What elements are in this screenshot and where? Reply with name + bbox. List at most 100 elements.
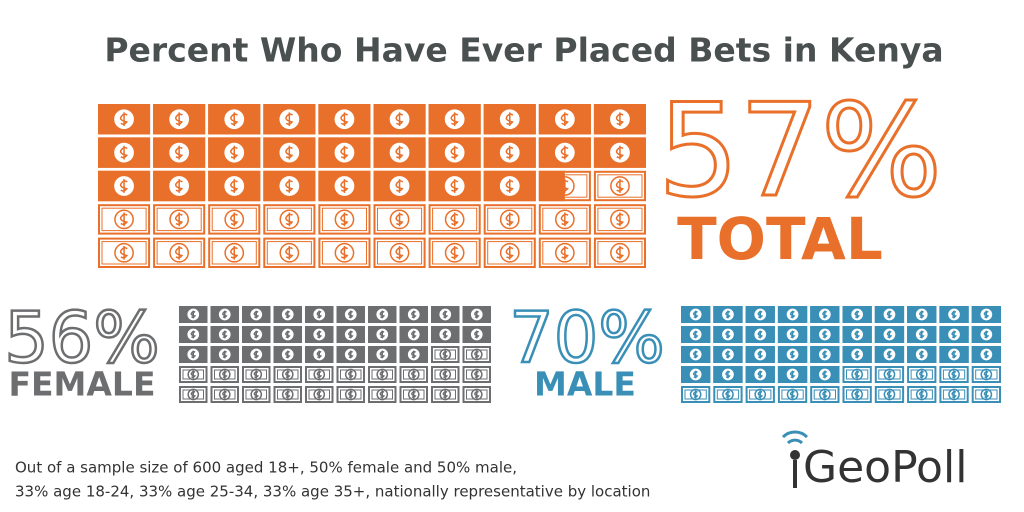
coin	[169, 242, 190, 263]
dollar	[190, 330, 197, 339]
bill-icon	[368, 346, 397, 363]
dollar	[285, 330, 291, 339]
coin	[389, 209, 410, 230]
bill-icon	[842, 326, 872, 343]
dollar	[505, 179, 514, 193]
bill-icon	[745, 306, 775, 323]
bill-icon	[874, 306, 905, 323]
coin	[279, 209, 300, 230]
dollar	[615, 179, 624, 193]
dollar	[951, 370, 957, 379]
bill-icon	[842, 346, 872, 363]
bill-inner	[101, 207, 147, 232]
bill-icon	[538, 237, 591, 269]
dollar	[253, 390, 260, 399]
dollar	[757, 310, 764, 319]
dollar	[253, 350, 260, 359]
dollar	[230, 112, 239, 127]
dollar	[919, 310, 925, 319]
dollar	[253, 370, 260, 379]
dollar	[340, 179, 349, 193]
bill-inner	[321, 241, 367, 265]
dollar	[395, 212, 404, 227]
bill-icon	[305, 326, 334, 343]
dollar	[174, 145, 184, 160]
bill-icon	[713, 306, 743, 323]
bill-icon	[98, 104, 151, 135]
dollar	[693, 390, 699, 399]
bill-icon	[242, 306, 271, 323]
bill-icon	[242, 386, 271, 403]
dollar	[757, 350, 764, 359]
bill-icon	[208, 170, 261, 202]
bill-icon	[399, 346, 428, 363]
dollar	[411, 390, 417, 399]
dollar	[886, 330, 893, 339]
dollar	[379, 310, 386, 319]
dollar	[340, 245, 349, 260]
bill-icon	[273, 366, 302, 383]
dollar	[450, 112, 459, 127]
dollar	[285, 212, 294, 227]
dollar	[285, 370, 291, 379]
coin	[444, 242, 465, 263]
dollar	[505, 212, 514, 227]
bill-icon	[428, 204, 481, 235]
bill-icon	[842, 366, 872, 383]
coin	[376, 368, 389, 381]
title: Percent Who Have Ever Placed Bets in Ken…	[104, 31, 943, 70]
dollar	[348, 370, 354, 379]
bill-icon	[263, 137, 316, 168]
bill-inner	[321, 207, 367, 232]
bill-icon	[210, 346, 239, 363]
dollar	[505, 245, 514, 260]
bill-inner	[211, 207, 257, 232]
coin	[313, 388, 326, 401]
bill-inner	[156, 207, 202, 232]
bill-icon	[810, 366, 840, 383]
dollar	[854, 350, 860, 359]
dollar	[560, 145, 569, 160]
dollar	[230, 245, 239, 260]
dollar	[474, 350, 480, 359]
coin	[980, 368, 993, 381]
dollar	[285, 145, 294, 160]
bill-icon	[210, 306, 239, 323]
coin	[470, 388, 483, 401]
bill-inner	[432, 207, 478, 232]
bill-icon	[745, 346, 775, 363]
bill-inner	[101, 241, 147, 265]
dollar	[119, 245, 129, 260]
bill-icon	[777, 346, 808, 363]
dollar	[951, 350, 957, 359]
dollar	[560, 212, 569, 227]
coin	[407, 388, 420, 401]
dollar	[340, 112, 349, 127]
bill-icon	[368, 366, 397, 383]
dollar	[505, 145, 514, 160]
bill-icon	[971, 326, 1002, 343]
bill-icon	[318, 137, 371, 168]
dollar	[340, 212, 349, 227]
bill-icon	[810, 386, 840, 403]
dollar	[222, 350, 228, 359]
coin	[344, 388, 357, 401]
bill-icon	[179, 306, 208, 323]
bill-icon	[483, 137, 536, 168]
footnote: 33% age 18-24, 33% age 25-34, 33% age 35…	[15, 483, 650, 501]
dollar	[474, 370, 480, 379]
bill-icon	[399, 326, 428, 343]
dollar	[693, 350, 699, 359]
coin	[851, 388, 864, 401]
dollar	[285, 245, 294, 260]
coin	[980, 388, 993, 401]
bill-icon	[336, 306, 365, 323]
dollar	[983, 310, 990, 319]
dollar	[983, 330, 990, 339]
bill-inner	[266, 241, 312, 265]
bill-icon	[431, 386, 460, 403]
coin	[334, 209, 355, 230]
bill-icon	[907, 346, 937, 363]
dollar	[285, 310, 291, 319]
